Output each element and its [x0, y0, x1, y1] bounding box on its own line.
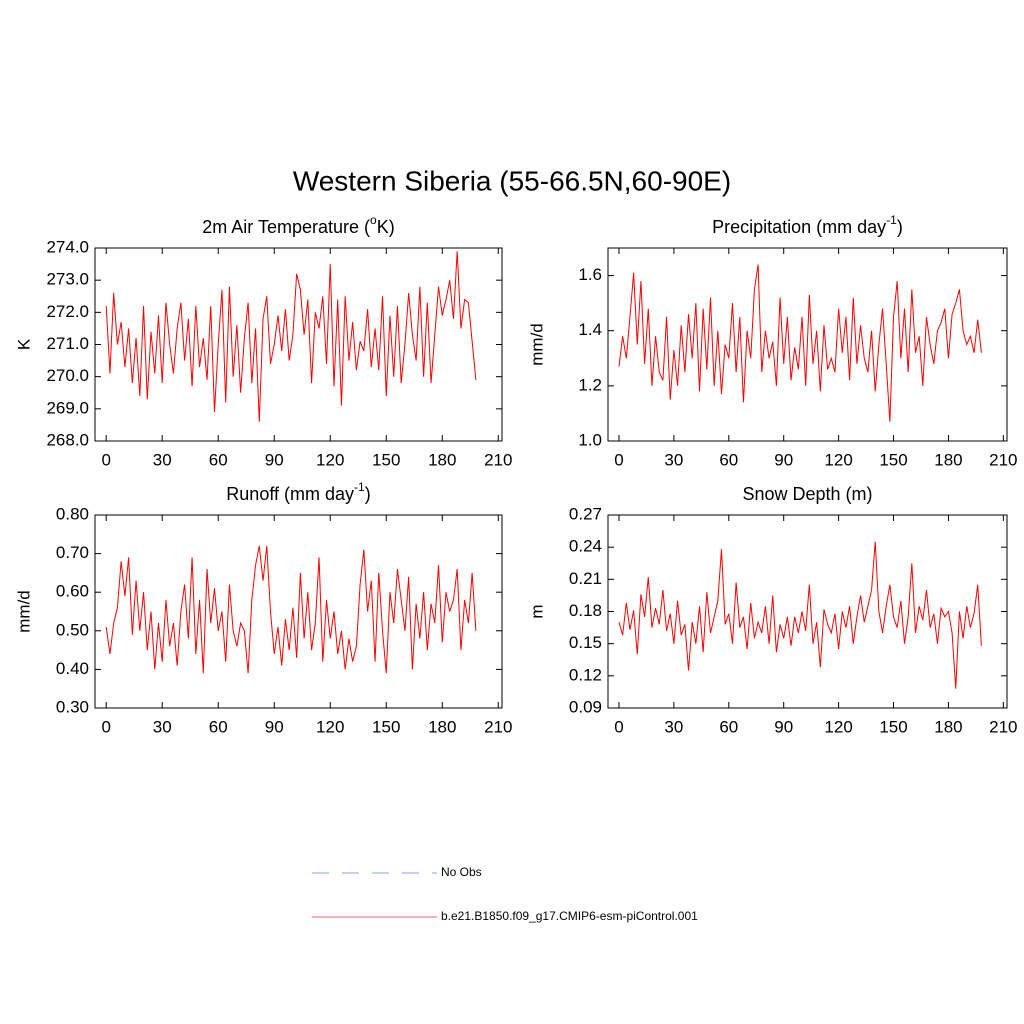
- x-tick-label: 150: [879, 717, 907, 736]
- y-tick-label: 0.27: [569, 504, 602, 523]
- plot-frame: [94, 514, 503, 709]
- panel-title-part: 2m Air Temperature (: [202, 217, 370, 237]
- x-tick-label: 120: [824, 450, 852, 469]
- y-tick-label: 0.50: [56, 620, 89, 639]
- y-axis-label: m: [527, 604, 546, 618]
- x-tick-label: 60: [209, 450, 228, 469]
- panel-title-part: ): [897, 217, 903, 237]
- panel-title-part: ): [365, 484, 371, 504]
- x-tick-label: 210: [484, 450, 512, 469]
- panel-title-superscript: o: [370, 213, 377, 227]
- y-tick-label: 1.0: [578, 430, 602, 449]
- figure-title: Western Siberia (55-66.5N,60-90E): [293, 165, 731, 196]
- x-tick-label: 60: [719, 717, 738, 736]
- panel-title: 2m Air Temperature (oK): [202, 213, 394, 237]
- y-tick-label: 272.0: [46, 302, 89, 321]
- y-tick-label: 273.0: [46, 270, 89, 289]
- x-tick-label: 210: [989, 717, 1017, 736]
- y-tick-label: 1.4: [578, 320, 602, 339]
- x-tick-label: 90: [774, 450, 793, 469]
- y-tick-label: 269.0: [46, 398, 89, 417]
- panel-title-part: Runoff (mm day: [226, 484, 354, 504]
- x-tick-label: 180: [428, 717, 456, 736]
- x-tick-label: 150: [372, 717, 400, 736]
- x-tick-label: 180: [934, 450, 962, 469]
- panel-title: Precipitation (mm day-1): [712, 213, 903, 237]
- x-tick-label: 210: [989, 450, 1017, 469]
- x-tick-label: 30: [664, 450, 683, 469]
- y-tick-label: 0.70: [56, 543, 89, 562]
- y-tick-label: 0.21: [569, 569, 602, 588]
- data-line: [618, 264, 982, 422]
- x-tick-label: 0: [614, 450, 623, 469]
- x-tick-label: 150: [372, 450, 400, 469]
- x-tick-label: 0: [101, 717, 110, 736]
- panel-title-part: Precipitation (mm day: [712, 217, 886, 237]
- x-tick-label: 30: [153, 450, 172, 469]
- x-tick-label: 90: [265, 450, 284, 469]
- y-axis-label: K: [14, 338, 33, 350]
- panel-title-superscript: -1: [354, 480, 365, 494]
- x-tick-label: 60: [209, 717, 228, 736]
- x-tick-label: 0: [101, 450, 110, 469]
- x-tick-label: 210: [484, 717, 512, 736]
- y-tick-label: 271.0: [46, 334, 89, 353]
- y-tick-label: 0.15: [569, 633, 602, 652]
- y-tick-label: 0.18: [569, 601, 602, 620]
- x-tick-label: 180: [934, 717, 962, 736]
- y-tick-label: 0.60: [56, 582, 89, 601]
- data-line: [105, 251, 477, 422]
- x-tick-label: 180: [428, 450, 456, 469]
- y-tick-label: 274.0: [46, 237, 89, 256]
- panel-title-part: Snow Depth (m): [742, 484, 872, 504]
- x-tick-label: 120: [824, 717, 852, 736]
- y-tick-label: 0.40: [56, 659, 89, 678]
- x-tick-label: 150: [879, 450, 907, 469]
- x-tick-label: 120: [316, 717, 344, 736]
- x-tick-label: 90: [774, 717, 793, 736]
- panel-title-superscript: -1: [886, 213, 897, 227]
- y-tick-label: 270.0: [46, 366, 89, 385]
- legend-label: b.e21.B1850.f09_g17.CMIP6-esm-piControl.…: [441, 909, 698, 923]
- panel-title: Snow Depth (m): [742, 484, 872, 504]
- y-tick-label: 0.30: [56, 697, 89, 716]
- x-tick-label: 30: [153, 717, 172, 736]
- y-tick-label: 0.12: [569, 665, 602, 684]
- y-tick-label: 268.0: [46, 430, 89, 449]
- x-tick-label: 90: [265, 717, 284, 736]
- y-axis-label: mm/d: [527, 323, 546, 366]
- y-tick-label: 1.6: [578, 265, 602, 284]
- panel-title: Runoff (mm day-1): [226, 480, 370, 504]
- x-tick-label: 60: [719, 450, 738, 469]
- data-line: [618, 541, 982, 689]
- x-tick-label: 30: [664, 717, 683, 736]
- panel-title-part: K): [377, 217, 395, 237]
- legend-label: No Obs: [441, 865, 482, 879]
- y-tick-label: 0.09: [569, 697, 602, 716]
- x-tick-label: 0: [614, 717, 623, 736]
- y-tick-label: 0.24: [569, 537, 602, 556]
- y-axis-label: mm/d: [14, 590, 33, 633]
- plot-frame: [607, 247, 1008, 442]
- y-tick-label: 0.80: [56, 504, 89, 523]
- data-line: [105, 545, 477, 674]
- x-tick-label: 120: [316, 450, 344, 469]
- y-tick-label: 1.2: [578, 375, 602, 394]
